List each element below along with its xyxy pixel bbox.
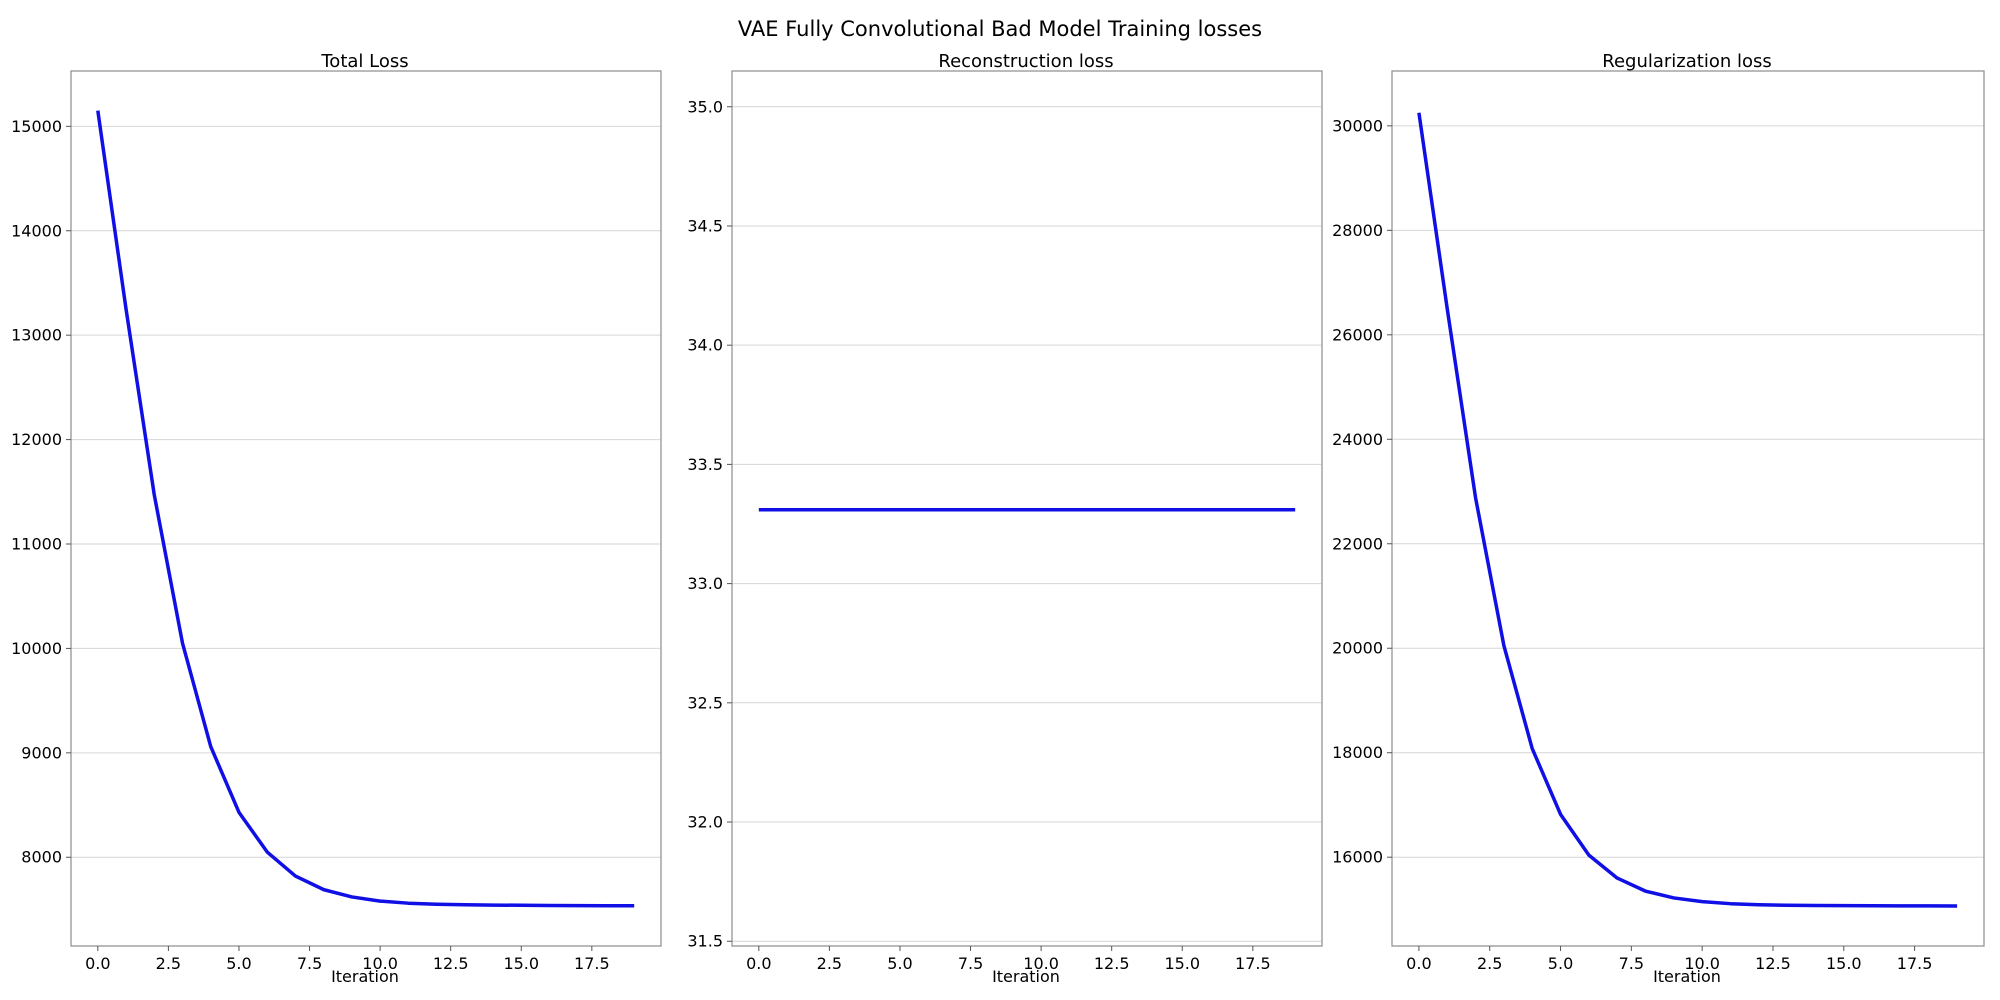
y-tick-label: 11000	[11, 535, 62, 554]
y-tick-label: 32.0	[687, 813, 723, 832]
x-axis-label: Iteration	[331, 967, 399, 986]
y-tick-label: 33.5	[687, 455, 723, 474]
x-tick-label: 17.5	[574, 954, 610, 973]
x-tick-label: 0.0	[85, 954, 110, 973]
x-tick-label: 5.0	[887, 954, 912, 973]
x-tick-label: 12.5	[1094, 954, 1130, 973]
y-tick-label: 35.0	[687, 97, 723, 116]
y-axis: 16000 18000 20000 22000 24000 26000 28000 30000	[1332, 116, 1392, 867]
total-loss-chart: Total Loss Iteration 8000 9000 10000 11000 1…	[11, 51, 662, 986]
x-tick-label: 15.0	[503, 954, 539, 973]
y-tick-label: 34.5	[687, 216, 723, 235]
x-tick-label: 0.0	[1406, 954, 1431, 973]
y-tick-label: 18000	[1332, 743, 1383, 762]
x-tick-label: 7.5	[958, 954, 983, 973]
y-tick-label: 28000	[1332, 221, 1383, 240]
x-tick-label: 15.0	[1826, 954, 1862, 973]
x-tick-label: 5.0	[226, 954, 251, 973]
y-tick-label: 26000	[1332, 325, 1383, 344]
series-line	[1417, 112, 1958, 908]
x-tick-label: 17.5	[1235, 954, 1271, 973]
x-tick-label: 17.5	[1897, 954, 1933, 973]
plot-frame	[70, 70, 662, 947]
reconstruction-loss-chart: Reconstruction loss Iteration 31.5 32.0 32…	[687, 51, 1323, 986]
x-tick-label: 0.0	[746, 954, 771, 973]
plot-frame	[731, 70, 1323, 947]
y-axis: 8000 9000 10000 11000 12000 13000 14000 15000	[11, 117, 71, 867]
regularization-loss-chart: Regularization loss Iteration 16000 18000…	[1332, 51, 1985, 986]
x-axis: 0.0 2.5 5.0 7.5 10.0 12.5 15.0 17.5	[85, 946, 610, 973]
x-tick-label: 10.0	[1684, 954, 1720, 973]
y-tick-label: 30000	[1332, 116, 1383, 135]
y-tick-label: 34.0	[687, 336, 723, 355]
y-tick-label: 32.5	[687, 693, 723, 712]
y-tick-label: 16000	[1332, 848, 1383, 867]
y-tick-label: 20000	[1332, 639, 1383, 658]
y-tick-label: 10000	[11, 639, 62, 658]
y-tick-label: 31.5	[687, 932, 723, 951]
gridlines	[1392, 125, 1984, 858]
y-tick-label: 12000	[11, 430, 62, 449]
x-axis: 0.0 2.5 5.0 7.5 10.0 12.5 15.0 17.5	[746, 946, 1271, 973]
gridlines	[732, 106, 1322, 942]
x-tick-label: 2.5	[156, 954, 181, 973]
y-tick-label: 8000	[21, 848, 62, 867]
x-axis-label: Iteration	[1653, 967, 1721, 986]
y-tick-label: 14000	[11, 221, 62, 240]
y-tick-label: 13000	[11, 326, 62, 345]
y-axis: 31.5 32.0 32.5 33.0 33.5 34.0 34.5 35.0	[687, 97, 732, 951]
figure-title: VAE Fully Convolutional Bad Model Traini…	[738, 17, 1262, 41]
x-tick-label: 7.5	[297, 954, 322, 973]
x-tick-label: 2.5	[1477, 954, 1502, 973]
x-tick-label: 10.0	[362, 954, 398, 973]
plot-frame	[1391, 70, 1985, 947]
y-tick-label: 15000	[11, 117, 62, 136]
chart-title: Total Loss	[320, 51, 408, 72]
chart-title: Regularization loss	[1602, 51, 1772, 72]
x-tick-label: 12.5	[433, 954, 469, 973]
y-tick-label: 9000	[21, 743, 62, 762]
x-tick-label: 12.5	[1755, 954, 1791, 973]
series-line	[96, 110, 635, 908]
x-tick-label: 5.0	[1548, 954, 1573, 973]
x-tick-label: 2.5	[817, 954, 842, 973]
x-tick-label: 7.5	[1619, 954, 1644, 973]
y-tick-label: 24000	[1332, 430, 1383, 449]
x-tick-label: 15.0	[1164, 954, 1200, 973]
x-axis-label: Iteration	[992, 967, 1060, 986]
x-tick-label: 10.0	[1023, 954, 1059, 973]
y-tick-label: 33.0	[687, 574, 723, 593]
chart-title: Reconstruction loss	[938, 51, 1113, 72]
x-axis: 0.0 2.5 5.0 7.5 10.0 12.5 15.0 17.5	[1406, 946, 1932, 973]
y-tick-label: 22000	[1332, 534, 1383, 553]
gridlines	[71, 125, 661, 858]
